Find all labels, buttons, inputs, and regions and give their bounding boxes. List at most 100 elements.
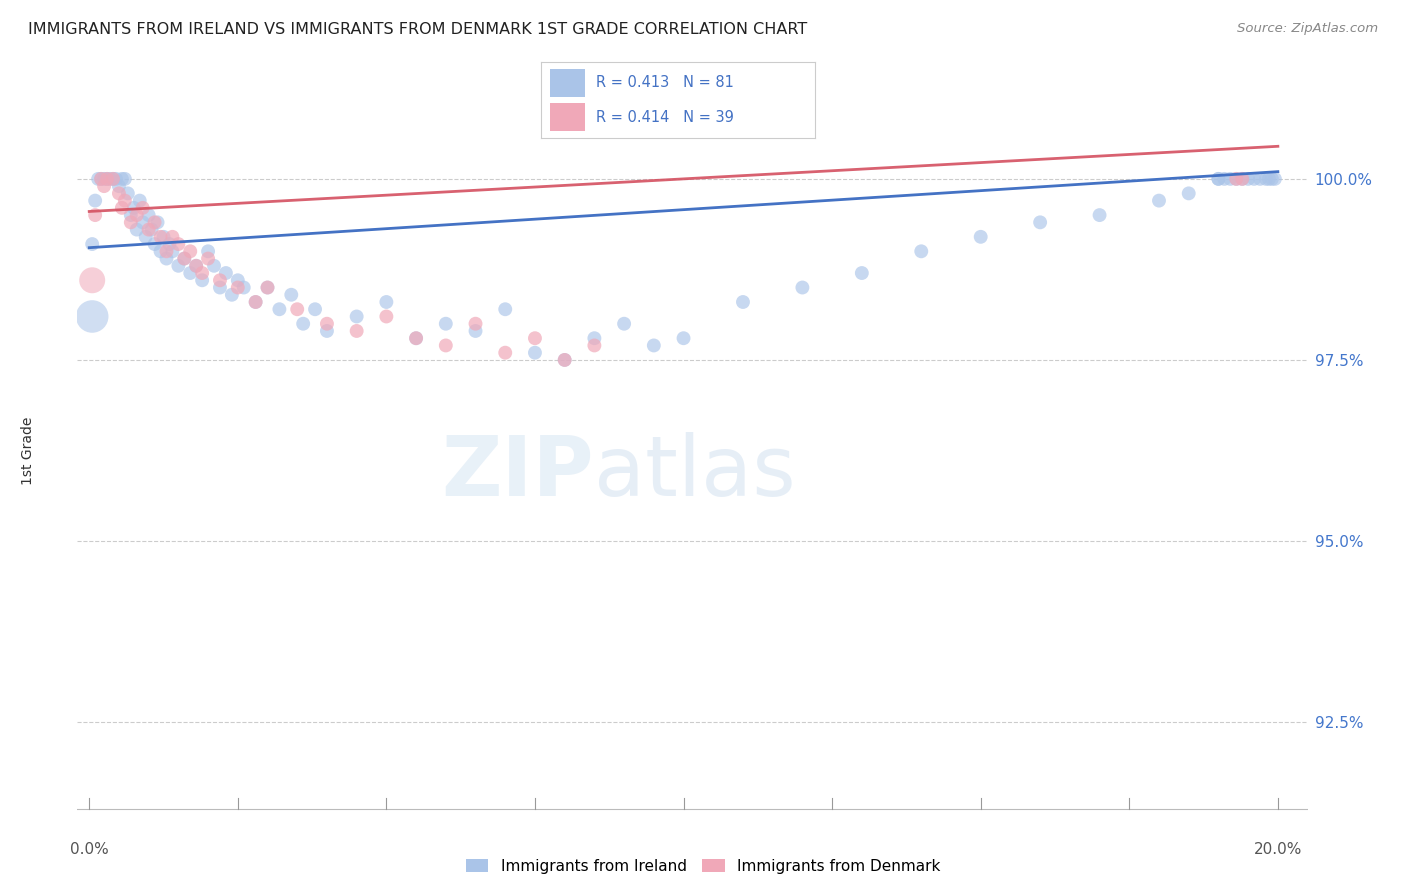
Point [197, 252, 219, 266]
Point [122, 201, 145, 215]
Text: IMMIGRANTS FROM IRELAND VS IMMIGRANTS FROM DENMARK 1ST GRADE CORRELATION CHART: IMMIGRANTS FROM IRELAND VS IMMIGRANTS FR… [28, 22, 807, 37]
Point [125, 208, 148, 222]
Text: 20.0%: 20.0% [1254, 841, 1302, 856]
Point [186, 259, 208, 273]
Point [1264, 172, 1286, 186]
Point [346, 310, 368, 324]
Point [104, 172, 127, 186]
Point [131, 201, 153, 215]
Point [1237, 172, 1260, 186]
Point [731, 295, 754, 310]
Point [1213, 172, 1236, 186]
Point [1232, 172, 1254, 186]
Point [101, 172, 124, 186]
Point [143, 237, 166, 252]
Point [375, 295, 398, 310]
Point [316, 317, 339, 331]
Point [191, 273, 214, 287]
Point [120, 215, 142, 229]
Point [120, 208, 142, 222]
Point [84, 208, 107, 222]
Point [138, 222, 160, 236]
Point [523, 331, 546, 345]
Point [82, 273, 104, 287]
Point [131, 215, 153, 229]
Point [970, 229, 993, 244]
Point [191, 266, 214, 280]
Point [208, 280, 231, 294]
Point [494, 302, 516, 317]
Point [111, 172, 134, 186]
Point [167, 259, 190, 273]
Point [316, 324, 339, 338]
Text: Source: ZipAtlas.com: Source: ZipAtlas.com [1237, 22, 1378, 36]
Text: atlas: atlas [595, 432, 796, 513]
Point [1249, 172, 1271, 186]
Point [1219, 172, 1241, 186]
Point [108, 179, 131, 194]
Legend: Immigrants from Ireland, Immigrants from Denmark: Immigrants from Ireland, Immigrants from… [460, 853, 946, 880]
Point [1208, 172, 1230, 186]
Point [149, 244, 172, 259]
Point [90, 172, 112, 186]
Text: 0.0%: 0.0% [70, 841, 108, 856]
Point [613, 317, 636, 331]
Point [197, 244, 219, 259]
Point [96, 172, 118, 186]
Point [155, 244, 177, 259]
Point [143, 215, 166, 229]
Point [208, 273, 231, 287]
Point [1225, 172, 1247, 186]
Point [554, 353, 576, 368]
Point [405, 331, 427, 345]
Point [82, 237, 104, 252]
Point [186, 259, 208, 273]
Point [1147, 194, 1170, 208]
Text: R = 0.413   N = 81: R = 0.413 N = 81 [596, 76, 734, 90]
Point [202, 259, 225, 273]
Point [554, 353, 576, 368]
Point [583, 338, 606, 352]
Point [1254, 172, 1277, 186]
Point [167, 237, 190, 252]
Text: ZIP: ZIP [441, 432, 595, 513]
Point [583, 331, 606, 345]
Point [1177, 186, 1199, 201]
Point [851, 266, 873, 280]
Point [292, 317, 315, 331]
Point [138, 208, 160, 222]
Point [114, 172, 136, 186]
Point [1243, 172, 1265, 186]
Bar [550, 103, 585, 130]
Point [464, 317, 486, 331]
Point [117, 186, 139, 201]
Point [111, 201, 134, 215]
Point [108, 186, 131, 201]
Bar [550, 70, 585, 96]
Point [179, 266, 201, 280]
Point [464, 324, 486, 338]
Point [215, 266, 238, 280]
Point [405, 331, 427, 345]
Point [146, 215, 169, 229]
Point [256, 280, 278, 294]
Point [87, 172, 110, 186]
Point [226, 273, 249, 287]
Point [494, 345, 516, 359]
Point [1029, 215, 1052, 229]
Point [173, 252, 195, 266]
Point [434, 338, 457, 352]
Point [1208, 172, 1230, 186]
Point [643, 338, 665, 352]
Point [232, 280, 254, 294]
Text: R = 0.414   N = 39: R = 0.414 N = 39 [596, 110, 734, 125]
Point [125, 222, 148, 236]
Point [98, 172, 121, 186]
Point [1232, 172, 1254, 186]
Point [269, 302, 291, 317]
Point [159, 237, 181, 252]
Point [149, 229, 172, 244]
Point [304, 302, 326, 317]
Text: 1st Grade: 1st Grade [21, 417, 35, 484]
Point [256, 280, 278, 294]
